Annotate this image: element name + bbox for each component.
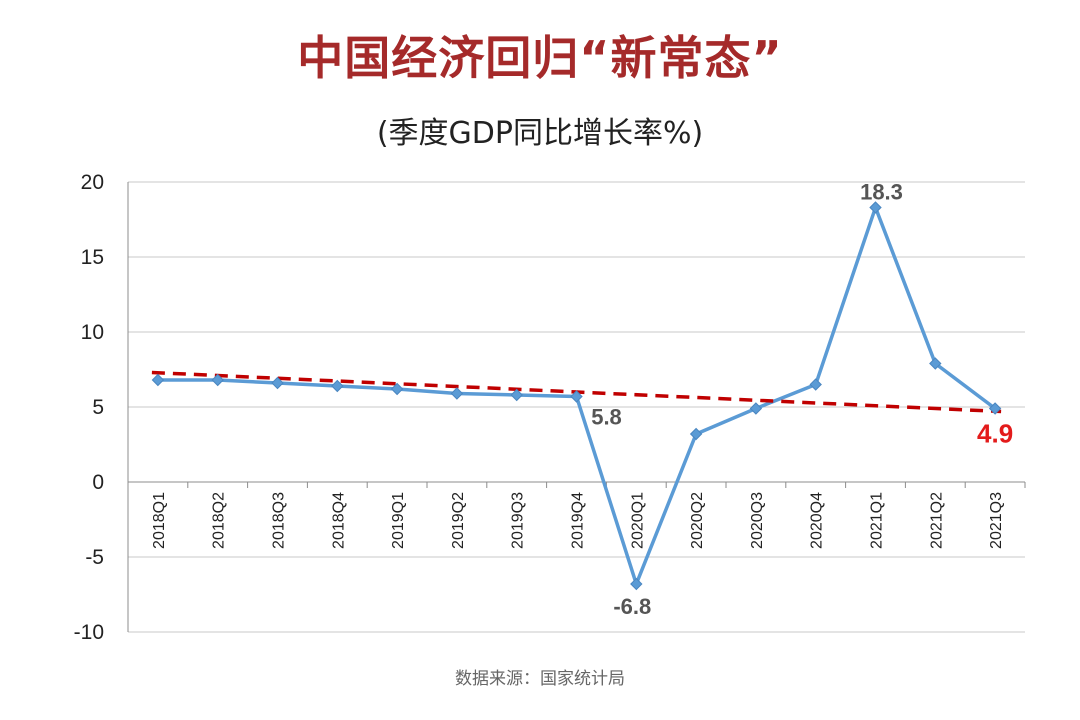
x-tick-label: 2019Q3: [510, 492, 527, 549]
y-tick-label: -10: [74, 621, 104, 644]
data-point: [689, 427, 703, 441]
x-tick-label: 2018Q1: [151, 492, 168, 549]
data-point: [809, 378, 822, 391]
x-tick-label: 2018Q2: [211, 492, 228, 549]
data-label: 18.3: [860, 180, 903, 205]
data-point: [211, 373, 224, 387]
data-point: [331, 379, 344, 393]
y-tick-label: 0: [92, 471, 104, 494]
x-tick-label: 2020Q1: [629, 492, 646, 549]
y-tick-label: 15: [81, 246, 104, 269]
data-point: [929, 357, 942, 370]
x-tick-label: 2021Q1: [869, 492, 886, 549]
data-point: [450, 387, 464, 400]
data-label: -6.8: [613, 594, 651, 619]
data-point: [151, 373, 165, 387]
data-point: [271, 376, 284, 390]
data-point: [749, 402, 763, 415]
data-point: [630, 577, 643, 591]
data-label: 4.9: [977, 419, 1013, 449]
chart-subtitle: (季度GDP同比增长率%): [376, 116, 704, 151]
x-tick-label: 2021Q3: [988, 492, 1005, 549]
x-tick-label: 2018Q3: [271, 492, 288, 549]
y-tick-label: 5: [92, 396, 104, 419]
data-label: 5.8: [591, 405, 622, 430]
data-point: [869, 201, 882, 214]
x-tick-label: 2019Q2: [450, 492, 467, 549]
data-point: [510, 388, 523, 402]
x-tick-label: 2019Q1: [390, 492, 407, 549]
data-source-note: 数据来源：国家统计局: [455, 669, 625, 689]
y-tick-label: 10: [81, 321, 104, 344]
chart-title: 中国经济回归“新常态”: [297, 31, 783, 85]
x-tick-label: 2018Q4: [330, 492, 347, 549]
x-tick-label: 2019Q4: [570, 492, 587, 549]
y-tick-label: -5: [85, 546, 104, 569]
x-tick-label: 2020Q3: [749, 492, 766, 549]
data-point: [988, 402, 1002, 415]
x-tick-label: 2020Q4: [809, 492, 826, 549]
x-tick-label: 2021Q2: [928, 492, 945, 549]
data-point: [570, 390, 583, 403]
y-tick-label: 20: [81, 171, 104, 194]
data-point: [390, 382, 404, 396]
x-tick-label: 2020Q2: [689, 492, 706, 549]
